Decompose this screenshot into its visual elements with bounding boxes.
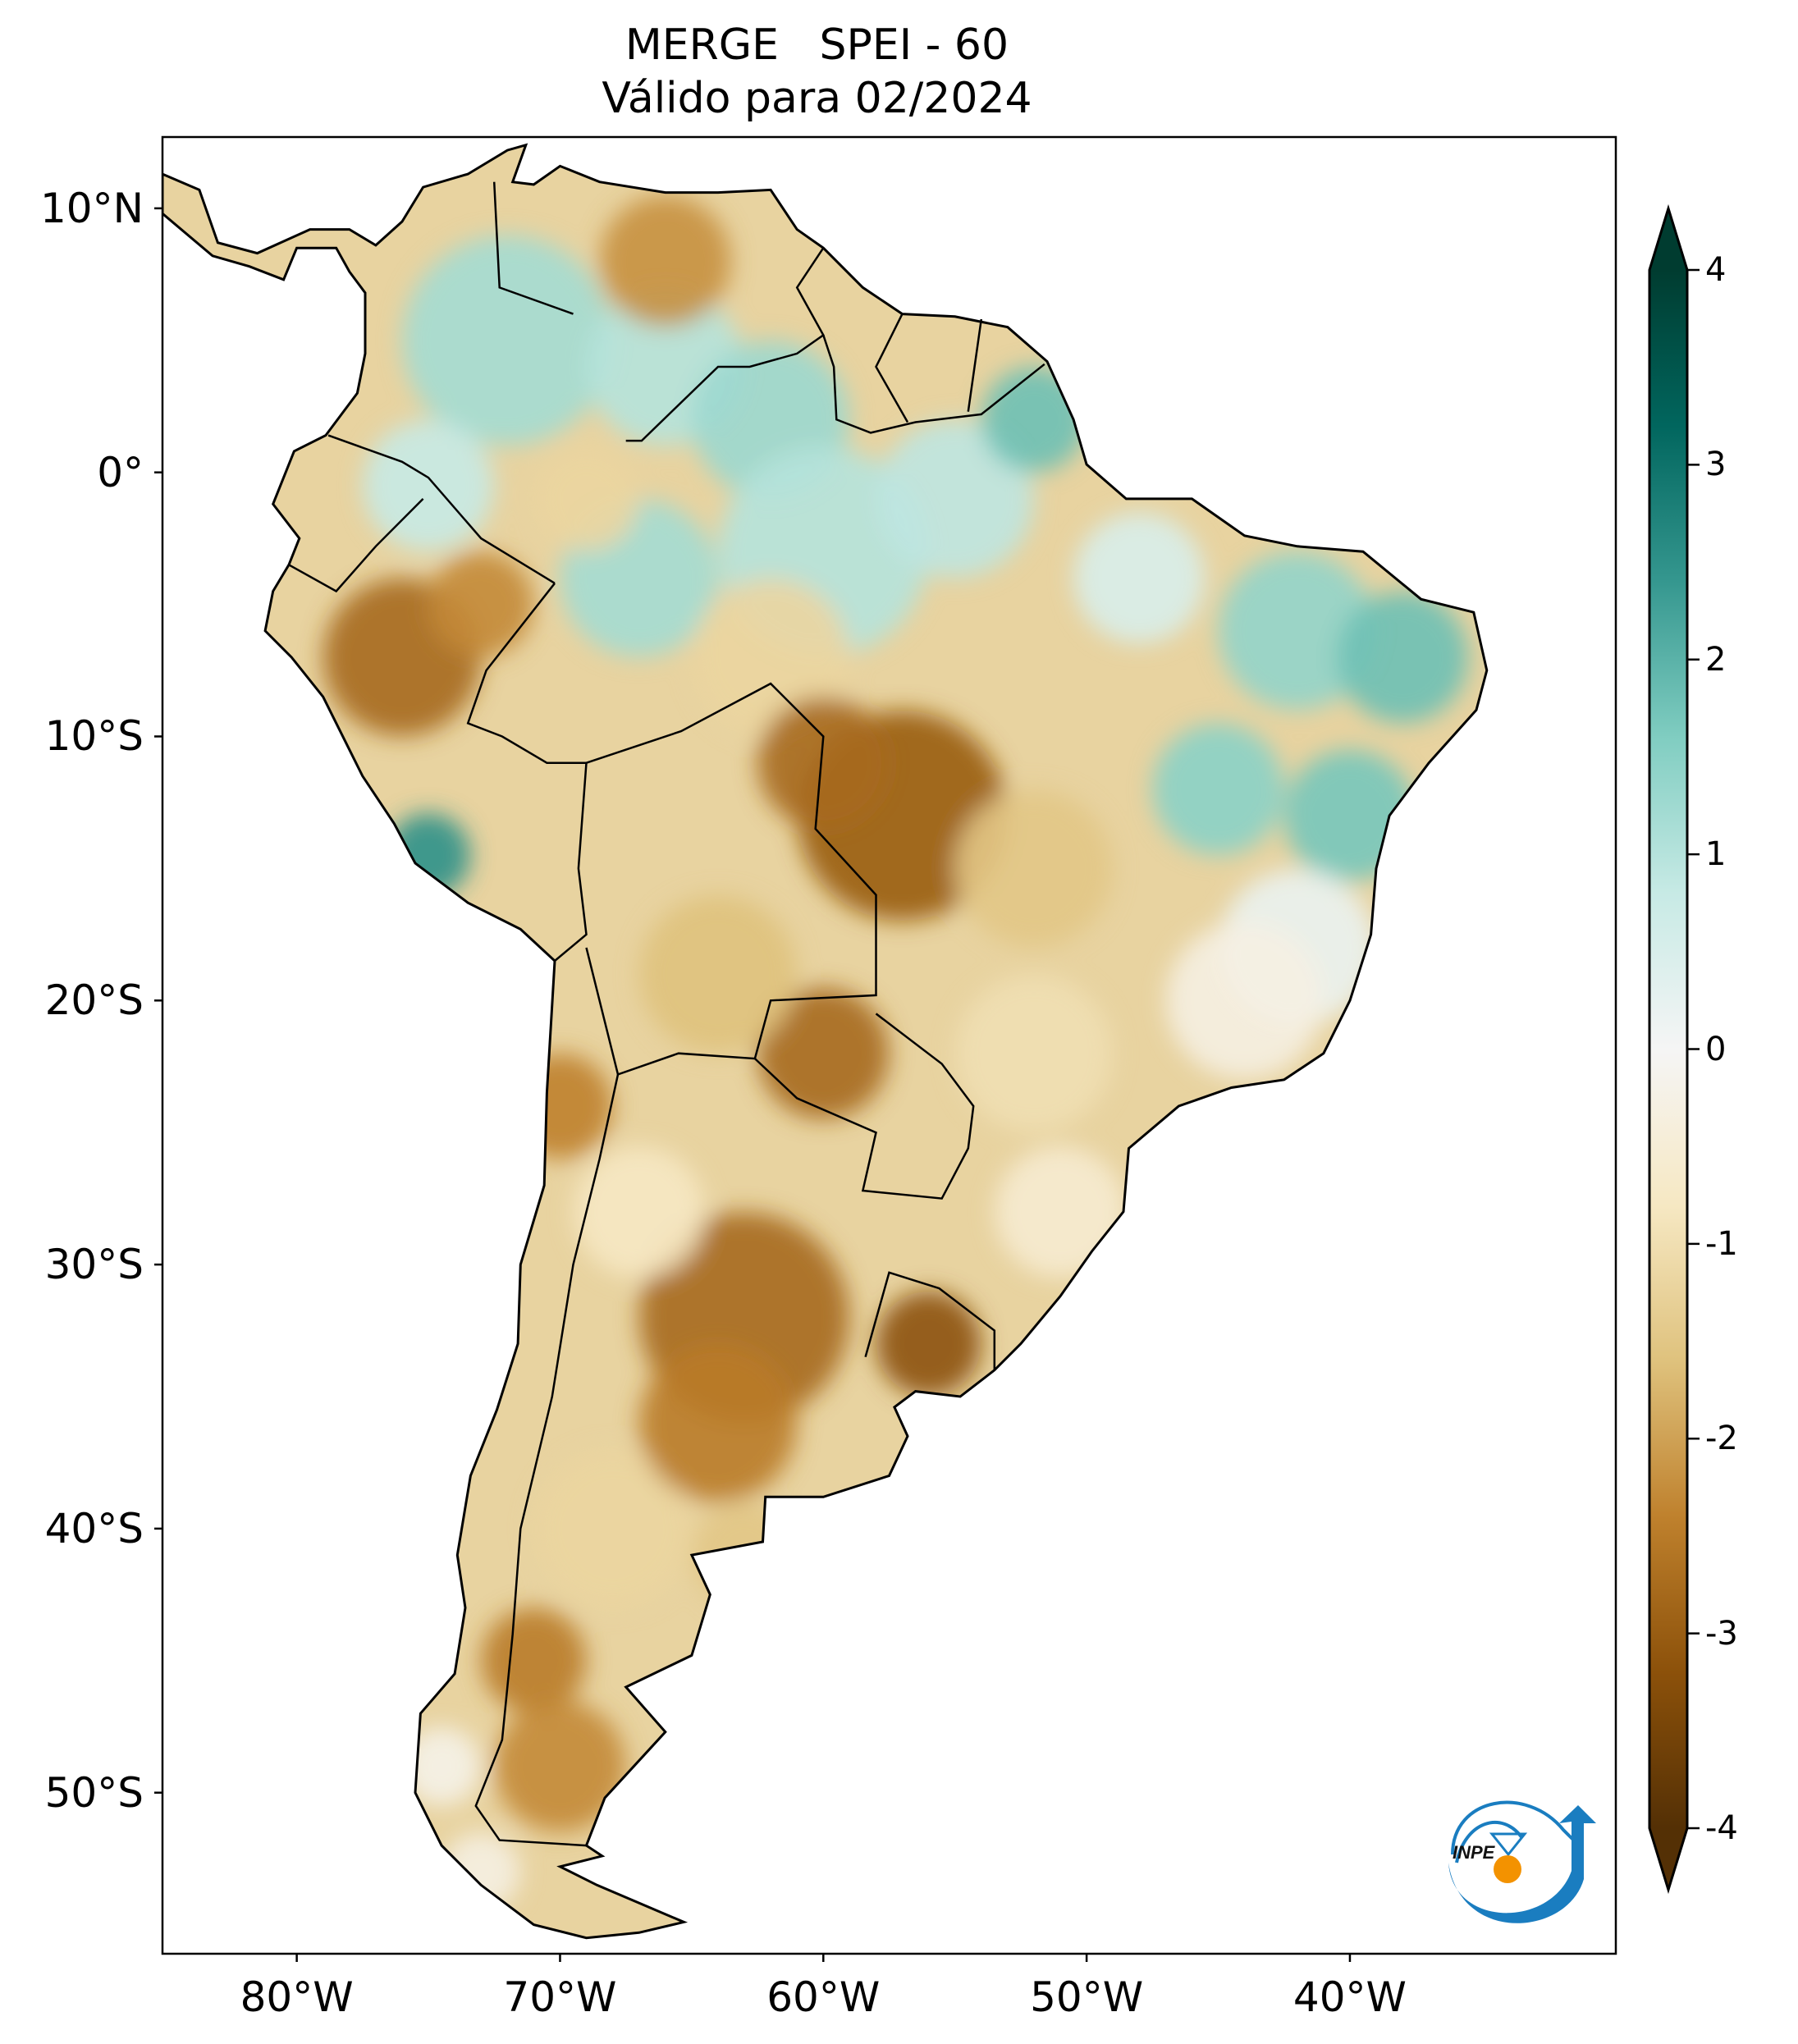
spei-anomaly-patch [402,235,613,446]
colorbar-tick-label: 1 [1705,835,1727,874]
spei-anomaly-patch [692,578,850,736]
spei-anomaly-patch [494,1700,626,1832]
lat-tick-label: 20°S [44,976,144,1025]
spei-anomaly-patch [954,974,1113,1132]
spei-anomaly-patch [573,1145,705,1278]
lat-tick-label: 50°S [44,1768,144,1817]
country-border [288,498,424,593]
colorbar [1648,203,1700,1895]
spei-anomaly-patch [386,813,471,898]
spei-anomaly-patch [995,1145,1127,1278]
inpe-logo-text: INPE [1453,1842,1496,1863]
spei-anomaly-patch [533,446,639,551]
country-border [327,434,556,584]
spei-anomaly-patch [363,419,495,551]
country-border [967,318,983,412]
spei-anomaly-patch [876,419,1034,578]
colorbar-tick-label: -4 [1705,1809,1738,1847]
spei-anomaly-patch [1165,921,1324,1080]
spei-anomaly-patch [981,367,1087,473]
country-border [875,313,909,423]
lon-tick-label: 70°W [503,1973,617,2021]
spei-anomaly-patch [638,1344,797,1502]
country-border [822,335,1045,434]
country-border [466,583,588,962]
lon-tick-label: 50°W [1030,1973,1144,2021]
spei-anomaly-patch [876,1291,981,1397]
country-borders [288,181,1045,1847]
spei-anomaly-patch [1152,723,1284,855]
colorbar-tick-label: 4 [1705,251,1727,289]
map-subtitle: Válido para 02/2024 [602,74,1032,123]
lat-tick-label: 10°N [39,184,144,232]
spei-anomaly-patch [1218,551,1376,710]
colorbar-tick-label: 3 [1705,446,1727,484]
colorbar-tick-label: -1 [1705,1224,1738,1263]
spei-anomaly-patch [481,1607,587,1713]
country-border [864,1271,996,1370]
spei-anomaly-patch [954,789,1113,948]
lat-tick-label: 0° [97,448,144,496]
country-border [585,682,877,1077]
spei-field [162,144,1487,1938]
lon-tick-label: 60°W [766,1973,881,2021]
lat-tick-label: 10°S [44,712,144,761]
country-border [754,1013,975,1200]
spei-anomaly-patch [507,1054,613,1159]
spei-anomaly-patch [1073,512,1206,644]
spei-anomaly-patch [599,195,731,327]
spei-anomaly-patch [1283,750,1416,882]
map-title: MERGE SPEI - 60 [624,21,1009,70]
lon-tick-label: 80°W [240,1973,354,2021]
spei-anomaly-patch [757,987,890,1119]
lat-tick-label: 30°S [44,1241,144,1289]
country-border [492,181,574,315]
colorbar-tick-label: -3 [1705,1614,1738,1653]
inpe-logo: INPE [1448,1800,1596,1923]
colorbar-tick-label: 2 [1705,640,1727,679]
coastline [162,143,1489,1940]
colorbar-tick-label: -2 [1705,1420,1738,1458]
colorbar-tick-label: 0 [1705,1030,1727,1068]
spei-anomaly-patch [1337,591,1469,723]
spei-anomaly-patch [441,1832,521,1912]
country-border [474,1074,620,1847]
lon-tick-label: 40°W [1292,1973,1407,2021]
spei-anomaly-patch [757,697,890,829]
spei-anomaly-patch [638,895,797,1054]
spei-anomaly-patch [533,1449,692,1607]
spei-anomaly-patch [402,1726,482,1806]
country-border [625,247,825,442]
map-frame [161,135,1617,1955]
lat-tick-label: 40°S [44,1504,144,1552]
spei-anomaly-patch [428,551,534,657]
